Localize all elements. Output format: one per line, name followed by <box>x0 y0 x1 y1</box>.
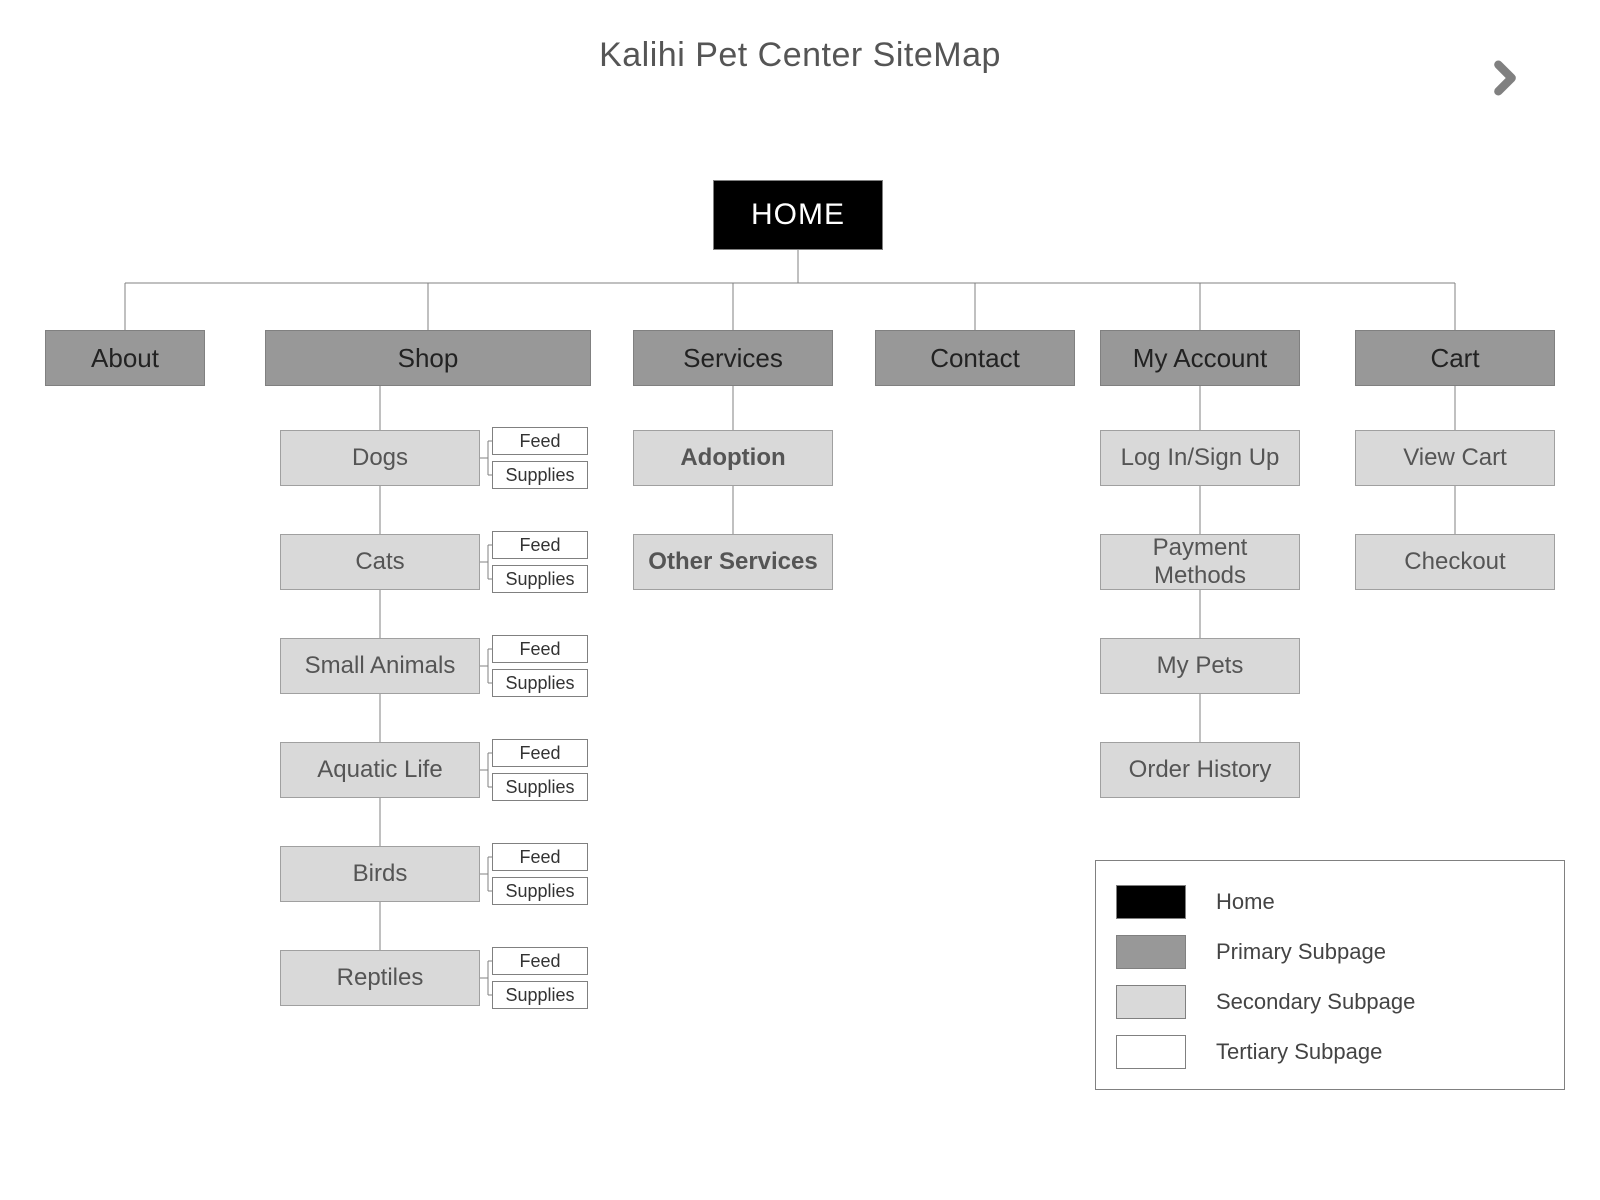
node-tertiary-supplies-1: Supplies <box>492 565 588 593</box>
node-secondary-shop-3: Aquatic Life <box>280 742 480 798</box>
page-title: Kalihi Pet Center SiteMap <box>0 36 1600 75</box>
node-primary-label: My Account <box>1133 343 1267 374</box>
legend-swatch <box>1116 985 1186 1019</box>
node-tertiary-feed-2: Feed <box>492 635 588 663</box>
node-secondary-label: Order History <box>1129 756 1272 784</box>
node-primary-contact: Contact <box>875 330 1075 386</box>
node-secondary-account-2: My Pets <box>1100 638 1300 694</box>
node-tertiary-supplies-3: Supplies <box>492 773 588 801</box>
node-tertiary-label: Supplies <box>505 777 574 798</box>
legend: Home Primary Subpage Secondary Subpage Tert… <box>1095 860 1565 1090</box>
node-secondary-shop-0: Dogs <box>280 430 480 486</box>
node-tertiary-label: Feed <box>519 951 560 972</box>
node-secondary-label: My Pets <box>1157 652 1244 680</box>
legend-row-2: Secondary Subpage <box>1116 977 1544 1027</box>
node-primary-label: Shop <box>398 343 459 374</box>
node-tertiary-supplies-0: Supplies <box>492 461 588 489</box>
node-primary-label: Contact <box>930 343 1020 374</box>
legend-swatch <box>1116 885 1186 919</box>
node-primary-label: Services <box>683 343 783 374</box>
node-tertiary-label: Supplies <box>505 673 574 694</box>
node-tertiary-label: Feed <box>519 743 560 764</box>
node-secondary-label: Other Services <box>648 548 817 576</box>
node-primary-label: Cart <box>1430 343 1479 374</box>
node-secondary-label: Log In/Sign Up <box>1121 444 1280 472</box>
node-secondary-label: Dogs <box>352 444 408 472</box>
node-primary-label: About <box>91 343 159 374</box>
node-secondary-account-1: Payment Methods <box>1100 534 1300 590</box>
next-button[interactable] <box>1485 58 1525 98</box>
node-secondary-shop-4: Birds <box>280 846 480 902</box>
node-tertiary-supplies-4: Supplies <box>492 877 588 905</box>
legend-label: Secondary Subpage <box>1216 989 1415 1015</box>
node-tertiary-label: Supplies <box>505 881 574 902</box>
node-secondary-label: Aquatic Life <box>317 756 442 784</box>
node-secondary-services-0: Adoption <box>633 430 833 486</box>
node-tertiary-feed-4: Feed <box>492 843 588 871</box>
node-secondary-services-1: Other Services <box>633 534 833 590</box>
node-secondary-label: Reptiles <box>337 964 424 992</box>
node-tertiary-label: Feed <box>519 431 560 452</box>
node-secondary-label: Adoption <box>680 444 785 472</box>
node-tertiary-supplies-5: Supplies <box>492 981 588 1009</box>
node-primary-about: About <box>45 330 205 386</box>
node-tertiary-label: Supplies <box>505 465 574 486</box>
node-secondary-label: Checkout <box>1404 548 1505 576</box>
node-tertiary-feed-0: Feed <box>492 427 588 455</box>
node-tertiary-supplies-2: Supplies <box>492 669 588 697</box>
node-tertiary-label: Supplies <box>505 985 574 1006</box>
node-secondary-label: View Cart <box>1403 444 1507 472</box>
legend-swatch <box>1116 1035 1186 1069</box>
legend-row-3: Tertiary Subpage <box>1116 1027 1544 1077</box>
node-secondary-label: Cats <box>355 548 404 576</box>
node-secondary-shop-5: Reptiles <box>280 950 480 1006</box>
node-secondary-cart-0: View Cart <box>1355 430 1555 486</box>
node-tertiary-label: Feed <box>519 847 560 868</box>
node-tertiary-label: Supplies <box>505 569 574 590</box>
node-tertiary-label: Feed <box>519 535 560 556</box>
legend-row-1: Primary Subpage <box>1116 927 1544 977</box>
legend-row-0: Home <box>1116 877 1544 927</box>
node-tertiary-feed-3: Feed <box>492 739 588 767</box>
node-secondary-shop-1: Cats <box>280 534 480 590</box>
node-primary-account: My Account <box>1100 330 1300 386</box>
node-secondary-label: Payment Methods <box>1107 534 1293 589</box>
node-primary-shop: Shop <box>265 330 591 386</box>
node-home: HOME <box>713 180 883 250</box>
node-primary-cart: Cart <box>1355 330 1555 386</box>
node-tertiary-feed-1: Feed <box>492 531 588 559</box>
node-primary-services: Services <box>633 330 833 386</box>
node-tertiary-label: Feed <box>519 639 560 660</box>
node-secondary-account-0: Log In/Sign Up <box>1100 430 1300 486</box>
legend-label: Primary Subpage <box>1216 939 1386 965</box>
node-home-label: HOME <box>751 198 845 232</box>
node-secondary-shop-2: Small Animals <box>280 638 480 694</box>
node-secondary-label: Small Animals <box>305 652 456 680</box>
node-secondary-label: Birds <box>353 860 408 888</box>
node-secondary-account-3: Order History <box>1100 742 1300 798</box>
legend-label: Tertiary Subpage <box>1216 1039 1382 1065</box>
node-secondary-cart-1: Checkout <box>1355 534 1555 590</box>
legend-label: Home <box>1216 889 1275 915</box>
legend-swatch <box>1116 935 1186 969</box>
node-tertiary-feed-5: Feed <box>492 947 588 975</box>
